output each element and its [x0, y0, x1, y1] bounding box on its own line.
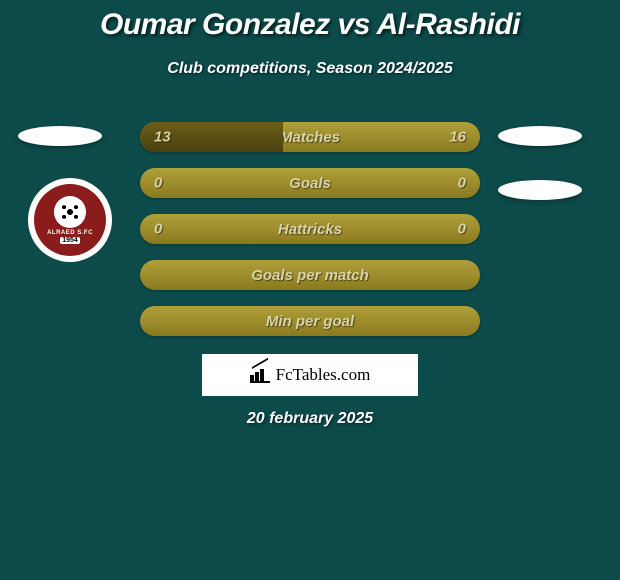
club-badge-left: ALRAED S.FC 1954	[28, 178, 112, 262]
page-title: Oumar Gonzalez vs Al-Rashidi	[0, 0, 620, 42]
stat-bar: 13 Matches 16	[140, 122, 480, 152]
stat-bar: 0 Goals 0	[140, 168, 480, 198]
date-text: 20 february 2025	[0, 410, 620, 428]
stat-label: Matches	[280, 129, 340, 146]
brand-text: FcTables.com	[276, 365, 371, 385]
stat-bars: 13 Matches 16 0 Goals 0 0 Hattricks 0 Goals per m…	[140, 122, 480, 352]
stat-value-right: 0	[458, 221, 466, 238]
soccer-ball-icon	[54, 196, 86, 228]
stat-value-right: 0	[458, 175, 466, 192]
stat-label: Min per goal	[266, 313, 354, 330]
stat-bar: Goals per match	[140, 260, 480, 290]
stat-value-right: 16	[449, 129, 466, 146]
stat-value-left: 13	[154, 129, 171, 146]
stat-label: Hattricks	[278, 221, 342, 238]
club-year: 1954	[60, 237, 80, 244]
stat-value-left: 0	[154, 175, 162, 192]
subtitle: Club competitions, Season 2024/2025	[0, 60, 620, 78]
decorative-ellipse	[498, 180, 582, 200]
club-name: ALRAED S.FC	[47, 230, 93, 236]
stat-bar: 0 Hattricks 0	[140, 214, 480, 244]
brand-watermark: FcTables.com	[202, 354, 418, 396]
stat-bar: Min per goal	[140, 306, 480, 336]
bar-chart-icon	[250, 367, 270, 383]
stat-value-left: 0	[154, 221, 162, 238]
stat-label: Goals per match	[251, 267, 369, 284]
decorative-ellipse	[498, 126, 582, 146]
decorative-ellipse	[18, 126, 102, 146]
stat-label: Goals	[289, 175, 331, 192]
